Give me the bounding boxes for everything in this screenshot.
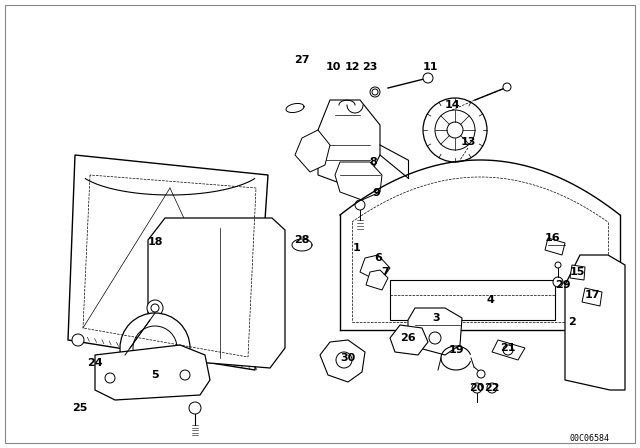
Text: 22: 22 — [484, 383, 500, 393]
Polygon shape — [408, 308, 462, 355]
Polygon shape — [318, 100, 380, 185]
Circle shape — [423, 98, 487, 162]
Circle shape — [553, 277, 563, 287]
Circle shape — [147, 300, 163, 316]
Polygon shape — [335, 162, 382, 200]
Circle shape — [120, 313, 190, 383]
Circle shape — [503, 83, 511, 91]
Text: 28: 28 — [294, 235, 310, 245]
Circle shape — [336, 352, 352, 368]
Polygon shape — [295, 130, 330, 172]
Text: 29: 29 — [555, 280, 571, 290]
Text: 12: 12 — [344, 62, 360, 72]
Text: 00C06584: 00C06584 — [570, 434, 610, 443]
Polygon shape — [390, 325, 428, 355]
Polygon shape — [68, 155, 268, 370]
Circle shape — [180, 370, 190, 380]
Polygon shape — [366, 270, 388, 290]
Circle shape — [423, 73, 433, 83]
Circle shape — [72, 334, 84, 346]
Polygon shape — [95, 345, 210, 400]
Text: 9: 9 — [372, 188, 380, 198]
Text: 7: 7 — [381, 267, 389, 277]
Circle shape — [447, 122, 463, 138]
Text: 25: 25 — [72, 403, 88, 413]
Polygon shape — [492, 340, 525, 360]
Text: 13: 13 — [460, 137, 476, 147]
Polygon shape — [360, 255, 390, 282]
Text: 15: 15 — [570, 267, 585, 277]
Circle shape — [477, 370, 485, 378]
Text: 26: 26 — [400, 333, 416, 343]
Circle shape — [355, 200, 365, 210]
Text: 17: 17 — [584, 290, 600, 300]
Circle shape — [429, 332, 441, 344]
Text: 8: 8 — [369, 157, 377, 167]
Text: 24: 24 — [87, 358, 103, 368]
Text: 20: 20 — [469, 383, 484, 393]
Polygon shape — [390, 280, 555, 320]
Circle shape — [105, 373, 115, 383]
Circle shape — [503, 345, 513, 355]
Polygon shape — [582, 288, 602, 306]
Text: 16: 16 — [545, 233, 561, 243]
Text: 19: 19 — [448, 345, 464, 355]
Text: 27: 27 — [294, 55, 310, 65]
Text: 3: 3 — [432, 313, 440, 323]
Text: 1: 1 — [353, 243, 361, 253]
Text: 4: 4 — [486, 295, 494, 305]
Text: 18: 18 — [147, 237, 163, 247]
Polygon shape — [320, 340, 365, 382]
Text: 5: 5 — [151, 370, 159, 380]
Text: 30: 30 — [340, 353, 356, 363]
Polygon shape — [545, 238, 565, 255]
Polygon shape — [570, 265, 585, 280]
Circle shape — [487, 383, 497, 393]
Circle shape — [472, 383, 482, 393]
Circle shape — [189, 402, 201, 414]
Circle shape — [370, 87, 380, 97]
Text: 2: 2 — [568, 317, 576, 327]
Polygon shape — [565, 255, 625, 390]
Text: 11: 11 — [422, 62, 438, 72]
Text: 10: 10 — [325, 62, 340, 72]
Text: 21: 21 — [500, 343, 516, 353]
Text: 6: 6 — [374, 253, 382, 263]
Text: 23: 23 — [362, 62, 378, 72]
Polygon shape — [148, 218, 285, 368]
Text: 14: 14 — [444, 100, 460, 110]
